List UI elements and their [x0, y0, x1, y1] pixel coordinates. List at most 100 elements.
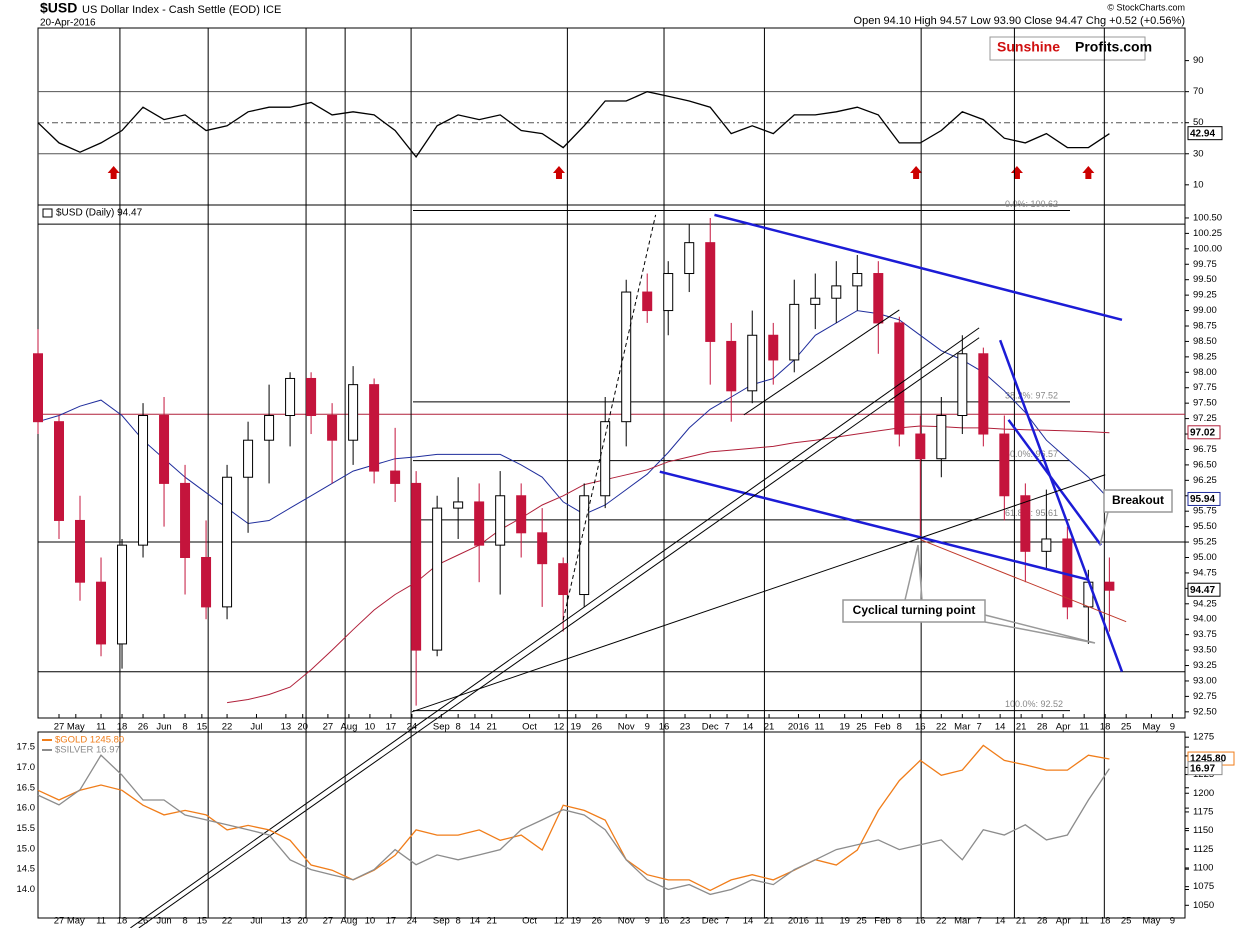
x-tick-label: 18	[117, 722, 128, 733]
legend-icon	[42, 208, 53, 218]
x-tick-label: Jul	[250, 722, 262, 733]
candle-body	[1104, 581, 1115, 591]
series-line	[37, 310, 1110, 525]
last-value-label: 1245.80	[1190, 754, 1227, 765]
y-tick-label: 16.5	[17, 782, 36, 793]
y-tick-label: 95.00	[1193, 552, 1217, 563]
candle-body	[978, 353, 989, 435]
y-tick-label: 96.75	[1193, 444, 1217, 455]
metals-panel	[37, 731, 1186, 919]
y-tick-label: 94.00	[1193, 614, 1217, 625]
fib-label: 38.2%: 97.52	[1005, 390, 1058, 400]
candle-body	[537, 532, 548, 565]
x-tick-label: 13	[281, 722, 292, 733]
x-tick-label: 10	[365, 722, 376, 733]
date: 20-Apr-2016	[40, 18, 96, 29]
price-panel	[37, 204, 1186, 719]
x-tick-label: 7	[724, 916, 729, 927]
candle-body	[957, 353, 968, 417]
x-tick-label: Sep	[433, 722, 450, 733]
x-tick-label: Jun	[156, 722, 171, 733]
y-tick-label: 95.25	[1193, 537, 1217, 548]
x-tick-label: 27	[54, 916, 65, 927]
annotation-leader	[984, 614, 1096, 644]
trendline	[659, 470, 1089, 581]
legend-label: $SILVER 16.97	[55, 745, 120, 756]
candle-body	[390, 470, 401, 484]
signal-arrow	[552, 166, 565, 179]
x-tick-label: 12	[554, 916, 565, 927]
legend-label: $GOLD 1245.80	[55, 735, 124, 746]
y-tick-label: 93.00	[1193, 675, 1217, 686]
trendline	[998, 339, 1124, 673]
x-tick-label: 2016	[788, 722, 809, 733]
y-tick-label: 99.75	[1193, 259, 1217, 270]
y-tick-label: 95.50	[1193, 521, 1217, 532]
x-tick-label: 14	[743, 722, 754, 733]
x-tick-label: 28	[1037, 722, 1048, 733]
copyright: © StockCharts.com	[1107, 2, 1185, 12]
price-legend: $USD (Daily) 94.47	[56, 208, 143, 219]
x-tick-label: 11	[96, 722, 106, 733]
y-tick-label: 94.25	[1193, 598, 1217, 609]
x-tick-label: 11	[815, 916, 825, 927]
x-tick-label: Aug	[340, 916, 357, 927]
x-tick-label: 26	[592, 916, 603, 927]
x-tick-label: 24	[407, 916, 418, 927]
y-tick-label: 96.25	[1193, 475, 1217, 486]
signal-arrow	[1082, 166, 1095, 179]
last-value-box	[1187, 491, 1221, 506]
y-tick-label: 30	[1193, 148, 1204, 159]
x-tick-label: Nov	[618, 722, 635, 733]
candle-body	[579, 495, 590, 596]
candle-body	[600, 421, 611, 497]
candle-body	[54, 421, 65, 521]
subtitle: US Dollar Index - Cash Settle (EOD) ICE	[82, 4, 281, 16]
x-tick-label: 15	[197, 916, 208, 927]
candle-body	[33, 353, 43, 423]
y-tick-label: 98.25	[1193, 351, 1217, 362]
y-tick-label: 97.50	[1193, 398, 1217, 409]
x-tick-label: 21	[764, 722, 775, 733]
trendline	[138, 337, 980, 928]
x-tick-label: 7	[976, 916, 981, 927]
y2-tick-label: 1125	[1193, 844, 1213, 855]
x-tick-label: 16	[659, 916, 670, 927]
x-tick-label: Apr	[1056, 916, 1071, 927]
candle-body	[96, 581, 107, 645]
x-tick-label: 25	[1121, 722, 1132, 733]
last-value-label: 94.47	[1190, 585, 1215, 596]
signal-arrow	[910, 166, 923, 179]
x-tick-label: 21	[1016, 916, 1027, 927]
y-tick-label: 97.25	[1193, 413, 1217, 424]
y-tick-label: 100.25	[1193, 228, 1222, 239]
y-tick-label: 98.00	[1193, 367, 1217, 378]
x-tick-label: 16	[659, 722, 670, 733]
x-tick-label: 2016	[788, 916, 809, 927]
x-tick-label: 22	[222, 722, 233, 733]
y-tick-label: 15.0	[17, 843, 36, 854]
logo-sunshine: Sunshine	[997, 39, 1060, 55]
y-tick-label: 99.00	[1193, 305, 1217, 316]
y-tick-label: 97.75	[1193, 382, 1217, 393]
x-tick-label: May	[1142, 916, 1160, 927]
candle-body	[327, 415, 338, 441]
x-tick-label: May	[67, 916, 85, 927]
x-tick-label: 25	[856, 722, 867, 733]
last-value-label: 42.94	[1190, 128, 1215, 139]
x-tick-label: 27	[323, 722, 334, 733]
x-tick-label: 14	[743, 916, 754, 927]
last-value-label: 97.02	[1190, 427, 1215, 438]
trendline	[411, 474, 1106, 713]
annotation-box	[842, 599, 986, 623]
candle-body	[306, 377, 317, 417]
candle-body	[243, 439, 254, 478]
x-tick-label: 10	[365, 916, 376, 927]
x-tick-label: 21	[486, 916, 497, 927]
x-tick-label: 20	[297, 722, 308, 733]
x-tick-label: May	[67, 722, 85, 733]
candle-body	[264, 415, 275, 441]
y-tick-label: 10	[1193, 179, 1204, 190]
logo-box	[989, 36, 1146, 61]
